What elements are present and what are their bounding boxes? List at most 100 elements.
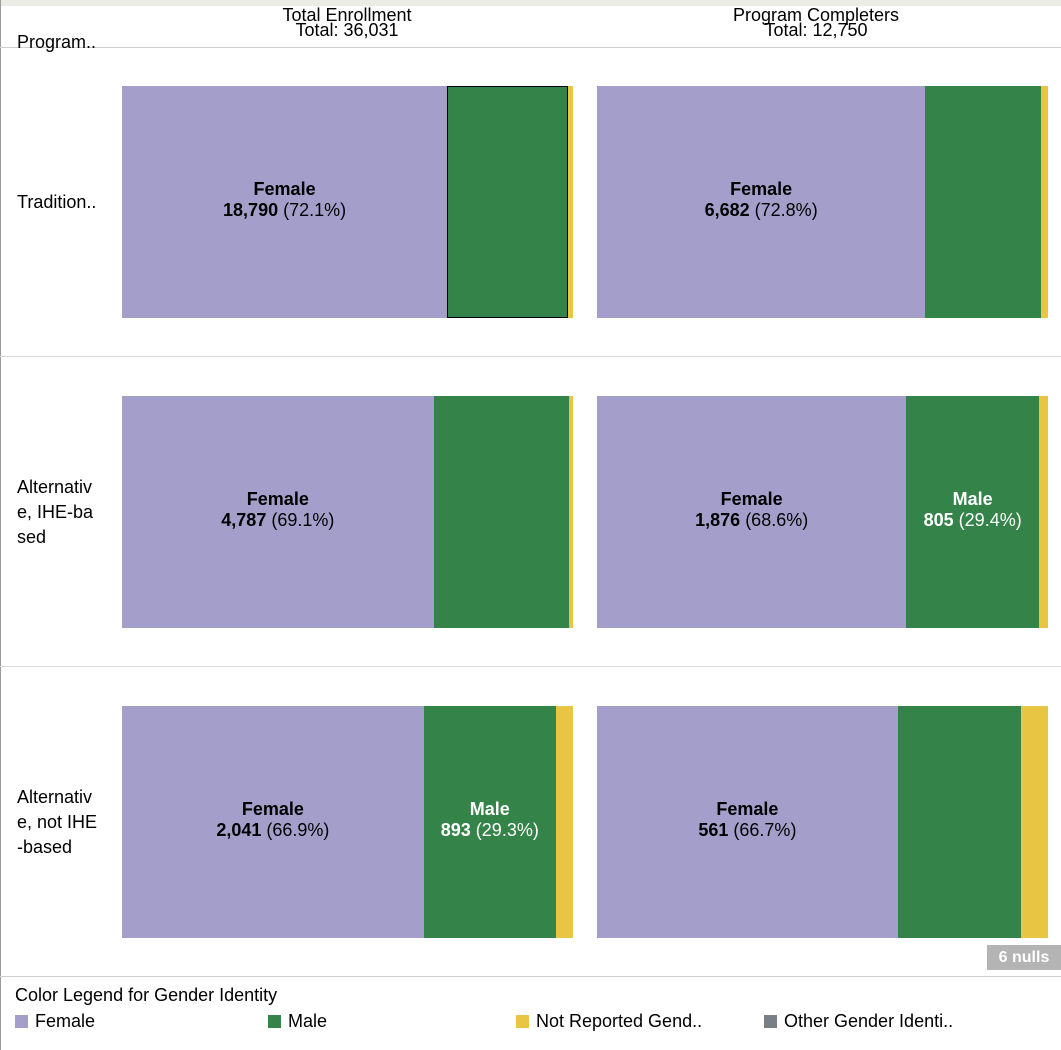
row-label-line: -based	[17, 836, 73, 857]
bar-segment-not-reported-gend[interactable]	[1038, 396, 1048, 628]
female-segment-label: Female 4,787 (69.1%)	[122, 489, 434, 531]
row-label-line: Tradition..	[17, 191, 97, 212]
column-title: Total Enrollment	[282, 5, 412, 25]
row-label-line: e, not IHE	[17, 811, 98, 832]
female-segment-label-count: 2,041	[216, 820, 262, 840]
stacked-bar: Female 2,041 (66.9%) Male 893 (29.3%)	[122, 706, 573, 938]
female-segment-label-name: Female	[241, 799, 304, 819]
column-total: Total: 36,031	[295, 20, 399, 40]
female-segment-label-name: Female	[246, 489, 309, 509]
stacked-bar: Female 18,790 (72.1%)	[122, 86, 573, 318]
bar-segment-female[interactable]	[122, 396, 434, 628]
bar-segment-male[interactable]	[906, 396, 1039, 628]
female-segment-label-value: 561 (66.7%)	[597, 820, 898, 841]
bar-segment-male[interactable]	[447, 86, 569, 318]
female-segment-label-value: 2,041 (66.9%)	[122, 820, 424, 841]
bar-segment-male[interactable]	[897, 706, 1021, 938]
male-segment-label-percent: (29.3%)	[470, 820, 539, 840]
left-border	[0, 0, 1, 1050]
row-label[interactable]: Alternativ e, not IHE -based	[17, 785, 117, 860]
female-segment-label-value: 6,682 (72.8%)	[597, 200, 925, 221]
top-strip	[0, 0, 1061, 6]
row-label-line: sed	[17, 526, 47, 547]
legend-item-not-reported-gend[interactable]: Not Reported Gend..	[516, 1011, 702, 1032]
male-segment-label-name: Male	[952, 489, 993, 509]
female-segment-label-count: 561	[698, 820, 729, 840]
female-segment-label: Female 6,682 (72.8%)	[597, 179, 925, 221]
legend-title: Color Legend for Gender Identity	[15, 985, 278, 1005]
column-header-program-completers[interactable]: Program Completers Total: 12,750	[636, 5, 996, 39]
bar-segment-female[interactable]	[597, 706, 898, 938]
bar-segment-not-reported-gend[interactable]	[568, 86, 573, 318]
bar-segment-female[interactable]	[122, 86, 448, 318]
column-title: Program Completers	[732, 5, 900, 25]
legend-item-male[interactable]: Male	[268, 1011, 327, 1032]
female-segment-label-value: 1,876 (68.6%)	[597, 510, 906, 531]
male-segment-label: Male 893 (29.3%)	[419, 799, 561, 841]
row-divider	[0, 666, 1061, 667]
bar-segment-female[interactable]	[597, 86, 926, 318]
stacked-bar: Female 6,682 (72.8%)	[597, 86, 1048, 318]
female-segment-label-percent: (66.9%)	[261, 820, 330, 840]
bar-segment-female[interactable]	[122, 706, 424, 938]
female-segment-label-percent: (69.1%)	[266, 510, 335, 530]
female-segment-label: Female 2,041 (66.9%)	[122, 799, 424, 841]
female-segment-label-count: 18,790	[223, 200, 279, 220]
legend-swatch-icon	[15, 1015, 28, 1028]
row-field-label[interactable]: Program..	[17, 32, 97, 52]
female-segment-label-value: 18,790 (72.1%)	[122, 200, 447, 221]
male-segment-label-count: 893	[440, 820, 471, 840]
bar-segment-female[interactable]	[597, 396, 907, 628]
legend-label: Female	[35, 1011, 96, 1031]
bar-segment-male[interactable]	[925, 86, 1042, 318]
bar-segment-male[interactable]	[433, 396, 569, 628]
bar-segment-not-reported-gend[interactable]	[555, 706, 573, 938]
female-segment-label-name: Female	[720, 489, 783, 509]
male-segment-label-percent: (29.4%)	[953, 510, 1022, 530]
female-segment-label-name: Female	[253, 179, 316, 199]
row-divider	[0, 356, 1061, 357]
female-segment-label-count: 1,876	[695, 510, 741, 530]
female-segment-label-name: Female	[730, 179, 793, 199]
bar-segment-not-reported-gend[interactable]	[568, 396, 573, 628]
legend-label: Not Reported Gend..	[536, 1011, 703, 1031]
female-segment-label-percent: (66.7%)	[728, 820, 797, 840]
female-segment-label-count: 4,787	[221, 510, 267, 530]
female-segment-label-name: Female	[716, 799, 779, 819]
row-label-line: Alternativ	[17, 786, 93, 807]
row-label-line: Alternativ	[17, 476, 93, 497]
stacked-bar: Female 561 (66.7%)	[597, 706, 1048, 938]
legend-label: Male	[288, 1011, 328, 1031]
female-segment-label-percent: (72.1%)	[278, 200, 347, 220]
female-segment-label-value: 4,787 (69.1%)	[122, 510, 434, 531]
legend-label: Other Gender Identi..	[784, 1011, 954, 1031]
chart-header: Program.. Total Enrollment Total: 36,031…	[0, 5, 1061, 52]
bar-segment-male[interactable]	[423, 706, 556, 938]
legend-swatch-icon	[268, 1015, 281, 1028]
female-segment-label: Female 18,790 (72.1%)	[122, 179, 447, 221]
male-segment-label-value: 893 (29.3%)	[419, 820, 561, 841]
female-segment-label-percent: (72.8%)	[749, 200, 818, 220]
row-label[interactable]: Alternativ e, IHE-ba sed	[17, 475, 117, 550]
column-header-total-enrollment[interactable]: Total Enrollment Total: 36,031	[167, 5, 527, 40]
stacked-bar: Female 4,787 (69.1%)	[122, 396, 573, 628]
male-segment-label: Male 805 (29.4%)	[901, 489, 1044, 531]
female-segment-label-percent: (68.6%)	[740, 510, 809, 530]
male-segment-label-count: 805	[923, 510, 954, 530]
bar-segment-not-reported-gend[interactable]	[1041, 86, 1048, 318]
bar-segment-not-reported-gend[interactable]	[1020, 706, 1048, 938]
male-segment-label-value: 805 (29.4%)	[901, 510, 1044, 531]
legend-item-female[interactable]: Female	[15, 1011, 95, 1032]
female-segment-label-count: 6,682	[704, 200, 750, 220]
legend-swatch-icon	[764, 1015, 777, 1028]
male-segment-label-name: Male	[469, 799, 510, 819]
female-segment-label: Female 1,876 (68.6%)	[597, 489, 906, 531]
row-label-line: e, IHE-ba	[17, 501, 94, 522]
female-segment-label: Female 561 (66.7%)	[597, 799, 898, 841]
nulls-badge[interactable]: 6 nulls	[987, 945, 1061, 970]
stacked-bar: Female 1,876 (68.6%) Male 805 (29.4%)	[597, 396, 1048, 628]
legend-item-other-gender-identi[interactable]: Other Gender Identi..	[764, 1011, 953, 1032]
legend-swatch-icon	[516, 1015, 529, 1028]
row-label[interactable]: Tradition..	[17, 190, 117, 215]
legend-divider	[0, 976, 1061, 977]
